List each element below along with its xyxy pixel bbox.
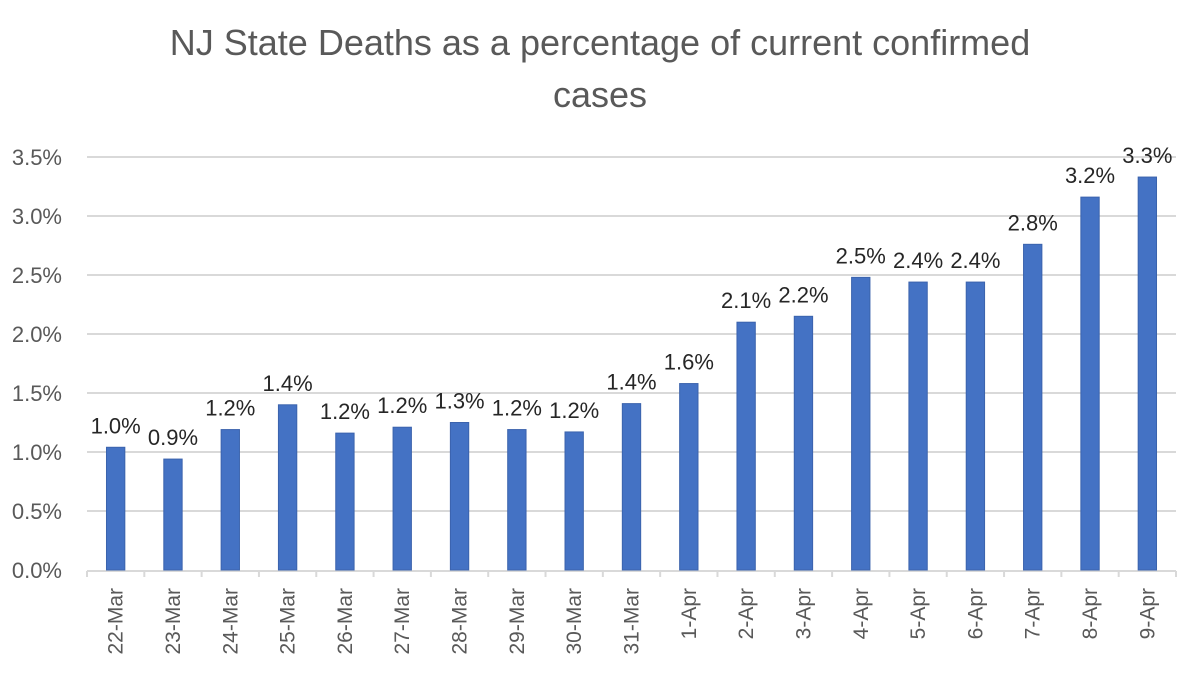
bar: [679, 383, 699, 571]
bar: [105, 446, 126, 571]
y-tick-label: 3.5%: [12, 145, 62, 170]
bar: [908, 281, 928, 571]
bar: [621, 403, 642, 571]
chart-title-line-2: cases: [553, 74, 647, 115]
chart-title-line-1: NJ State Deaths as a percentage of curre…: [170, 22, 1030, 63]
data-label: 1.4%: [606, 370, 656, 395]
x-tick-label: 5-Apr: [907, 588, 930, 639]
bar: [277, 404, 298, 571]
data-label: 1.2%: [205, 396, 255, 421]
data-label: 2.1%: [721, 288, 771, 313]
bars: [105, 176, 1158, 571]
x-tick-label: 31-Mar: [621, 588, 644, 655]
y-tick-label: 0.5%: [12, 499, 62, 524]
x-tick-label: 4-Apr: [850, 588, 873, 639]
x-tick-label: 28-Mar: [449, 588, 472, 655]
x-tick-label: 2-Apr: [735, 588, 758, 639]
x-tick-label: 8-Apr: [1079, 588, 1102, 639]
data-label: 1.3%: [434, 389, 484, 414]
x-tick-label: 30-Mar: [563, 588, 586, 655]
y-tick-label: 3.0%: [12, 204, 62, 229]
bar: [163, 458, 183, 571]
x-tick-label: 6-Apr: [964, 588, 987, 639]
x-tick-label: 29-Mar: [506, 588, 529, 655]
data-label: 1.0%: [91, 413, 141, 438]
x-tick-label: 3-Apr: [792, 588, 815, 639]
bar: [335, 432, 355, 571]
data-label: 3.2%: [1065, 163, 1115, 188]
x-tick-label: 23-Mar: [162, 588, 185, 655]
bar: [793, 315, 814, 571]
data-label: 1.6%: [664, 350, 714, 375]
y-tick-label: 1.5%: [12, 381, 62, 406]
bar: [392, 426, 412, 571]
bar: [851, 276, 871, 571]
data-label: 2.5%: [836, 243, 886, 268]
y-tick-label: 1.0%: [12, 440, 62, 465]
bar: [1080, 196, 1100, 571]
data-label: 1.2%: [320, 399, 370, 424]
data-label: 2.4%: [950, 248, 1000, 273]
x-tick-label: 9-Apr: [1136, 588, 1159, 639]
x-tick-label: 25-Mar: [277, 588, 300, 655]
data-label: 2.2%: [778, 282, 828, 307]
bar: [965, 281, 986, 571]
x-tick-label: 27-Mar: [391, 588, 414, 655]
y-axis: 0.0% 0.5% 1.0% 1.5% 2.0% 2.5% 3.0% 3.5%: [12, 145, 62, 583]
y-tick-label: 0.0%: [12, 558, 62, 583]
data-label: 3.3%: [1122, 143, 1172, 168]
bar: [736, 321, 756, 571]
chart-title: NJ State Deaths as a percentage of curre…: [170, 22, 1030, 115]
gridlines: [87, 156, 1176, 512]
data-label: 2.8%: [1008, 210, 1058, 235]
data-label: 0.9%: [148, 425, 198, 450]
x-tick-label: 24-Mar: [219, 588, 242, 655]
bar: [1023, 243, 1043, 571]
bar: [564, 431, 584, 571]
data-label: 1.2%: [549, 398, 599, 423]
data-label: 1.4%: [263, 371, 313, 396]
bar: [1137, 176, 1158, 571]
x-tick-label: 22-Mar: [105, 588, 128, 655]
data-label: 1.2%: [377, 393, 427, 418]
x-tick-label: 26-Mar: [334, 588, 357, 655]
y-tick-label: 2.0%: [12, 322, 62, 347]
y-tick-label: 2.5%: [12, 263, 62, 288]
bar: [220, 429, 240, 571]
bar: [507, 429, 527, 571]
x-tick-label: 7-Apr: [1022, 588, 1045, 639]
data-labels: 1.0% 0.9% 1.2% 1.4% 1.2% 1.2% 1.3% 1.2% 1.2% 1.4%…: [91, 143, 1173, 450]
data-label: 2.4%: [893, 248, 943, 273]
bar: [449, 422, 470, 571]
x-axis: 22-Mar 23-Mar 24-Mar 25-Mar 26-Mar 27-Mar 28-M…: [86, 570, 1177, 655]
data-label: 1.2%: [492, 396, 542, 421]
x-tick-label: 1-Apr: [678, 588, 701, 639]
